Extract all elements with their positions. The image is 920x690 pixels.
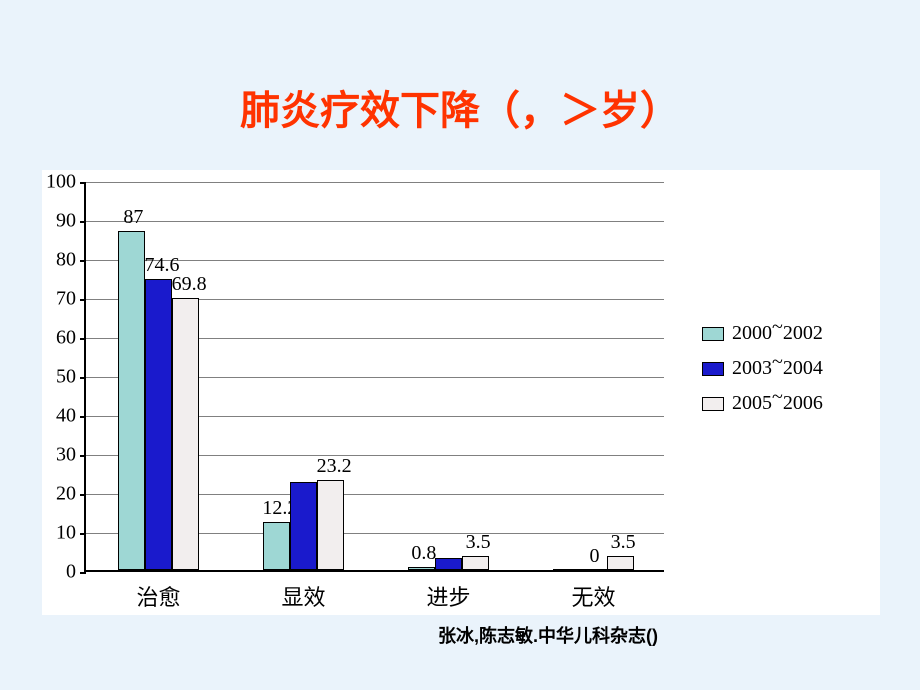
slide-title: 肺炎疗效下降（，＞岁） bbox=[0, 78, 920, 136]
legend-label: 2005~2006 bbox=[732, 392, 823, 415]
bar bbox=[462, 556, 489, 570]
bar-value-label: 0 bbox=[590, 545, 600, 568]
bar bbox=[408, 567, 435, 570]
bar-value-label: 3.5 bbox=[611, 531, 636, 554]
bar-value-label: 0.8 bbox=[411, 542, 436, 565]
legend-swatch bbox=[702, 362, 724, 376]
bar bbox=[553, 569, 580, 570]
chart-legend: 2000~2002 2003~2004 2005~2006 bbox=[702, 322, 823, 427]
y-tick-label: 60 bbox=[56, 327, 86, 350]
x-category-label: 显效 bbox=[281, 570, 325, 612]
legend-label: 2003~2004 bbox=[732, 357, 823, 380]
bar-value-label: 3.5 bbox=[466, 531, 491, 554]
x-category-label: 无效 bbox=[571, 570, 615, 612]
bar-value-label: 69.8 bbox=[172, 273, 207, 296]
y-tick-label: 20 bbox=[56, 483, 86, 506]
category-group: 进步0.83.5 bbox=[376, 182, 521, 570]
y-tick-label: 80 bbox=[56, 249, 86, 272]
y-tick-label: 70 bbox=[56, 288, 86, 311]
legend-item: 2003~2004 bbox=[702, 357, 823, 380]
category-group: 显效12.223.2 bbox=[231, 182, 376, 570]
bar bbox=[145, 279, 172, 570]
citation-text: 张冰,陈志敏.中华儿科杂志() bbox=[438, 622, 658, 648]
bar bbox=[172, 298, 199, 570]
y-tick-label: 100 bbox=[46, 171, 86, 194]
legend-swatch bbox=[702, 327, 724, 341]
chart-plot: 0102030405060708090100治愈8774.669.8显效12.2… bbox=[84, 182, 664, 572]
legend-label: 2000~2002 bbox=[732, 322, 823, 345]
x-category-label: 治愈 bbox=[136, 570, 180, 612]
bar bbox=[263, 522, 290, 570]
bar bbox=[290, 482, 317, 570]
bar bbox=[435, 558, 462, 570]
bar bbox=[317, 480, 344, 570]
category-group: 无效03.5 bbox=[521, 182, 666, 570]
legend-swatch bbox=[702, 397, 724, 411]
chart-area: 0 10 20 30 40 50 60 70 80 90 100治愈8774.669.8显效12.2… bbox=[42, 170, 880, 615]
y-tick-label: 0 bbox=[66, 561, 86, 584]
category-group: 治愈8774.669.8 bbox=[86, 182, 231, 570]
legend-item: 2005~2006 bbox=[702, 392, 823, 415]
bar bbox=[118, 231, 145, 570]
x-category-label: 进步 bbox=[426, 570, 470, 612]
y-tick-label: 40 bbox=[56, 405, 86, 428]
bar bbox=[607, 556, 634, 570]
bar-value-label: 23.2 bbox=[317, 455, 352, 478]
bar-value-label: 87 bbox=[123, 206, 143, 229]
y-tick-label: 50 bbox=[56, 366, 86, 389]
y-tick-label: 10 bbox=[56, 522, 86, 545]
bar bbox=[580, 569, 607, 570]
legend-item: 2000~2002 bbox=[702, 322, 823, 345]
y-tick-label: 30 bbox=[56, 444, 86, 467]
y-tick-label: 90 bbox=[56, 210, 86, 233]
